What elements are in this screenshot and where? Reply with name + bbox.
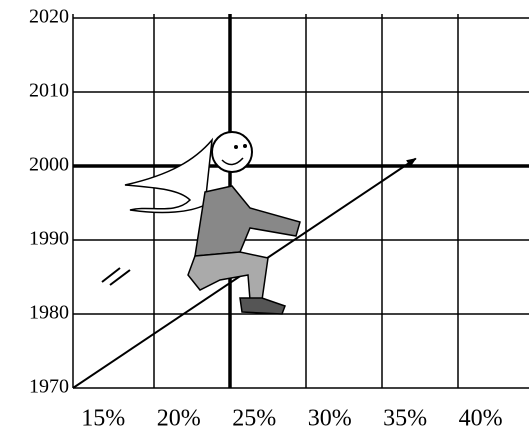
- y-tick-label: 1970: [29, 376, 69, 398]
- y-tick-label: 1980: [29, 302, 69, 324]
- x-tick-label: 35%: [383, 406, 427, 432]
- x-tick-label: 30%: [308, 406, 352, 432]
- y-tick-label: 1990: [29, 228, 69, 250]
- vertical-grid: [73, 14, 458, 388]
- y-tick-label: 2010: [29, 80, 69, 102]
- y-tick-label: 2000: [29, 154, 69, 176]
- x-tick-label: 20%: [157, 406, 201, 432]
- y-tick-label: 2020: [29, 6, 69, 28]
- x-tick-label: 40%: [459, 406, 503, 432]
- x-tick-label: 15%: [81, 406, 125, 432]
- x-tick-label: 25%: [232, 406, 276, 432]
- chart: 1970 1980 1990 2000 2010 2020 15% 20% 25% 30% 35% 4…: [0, 0, 529, 441]
- girl-illustration: [102, 132, 300, 314]
